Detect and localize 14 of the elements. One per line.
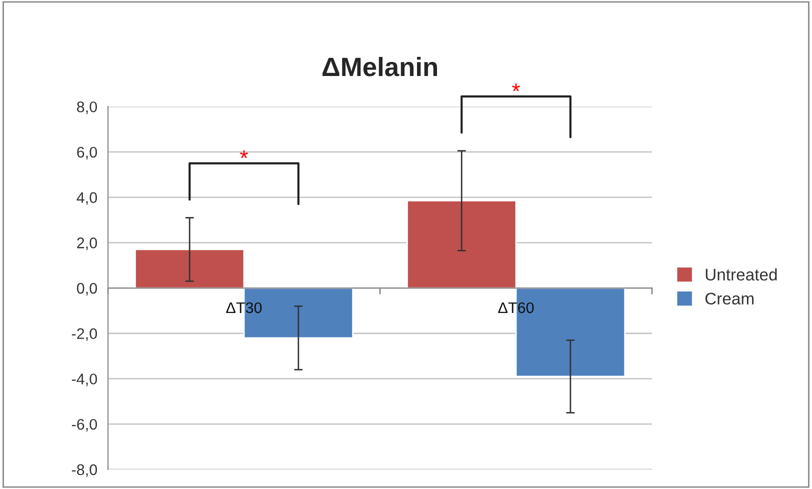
y-tick-label: -2,0: [72, 328, 97, 341]
y-tick-label: 2,0: [77, 238, 97, 250]
annotation: *: [240, 150, 248, 158]
legend-label: Untreated: [706, 268, 777, 281]
y-tick-label: 6,0: [77, 146, 97, 160]
legend-label: Cream: [705, 292, 754, 305]
text: *: [512, 83, 520, 92]
y-tick-label: -6,0: [72, 418, 97, 432]
y-tick-label: -4,0: [72, 374, 97, 386]
y-tick-label: 8,0: [77, 101, 97, 114]
y-tick-label: -8,0: [72, 464, 97, 477]
y-tick-label: 4,0: [76, 192, 97, 205]
chart-title: ΔMelanin: [322, 56, 437, 76]
y-tick-label: 0,0: [76, 282, 97, 296]
